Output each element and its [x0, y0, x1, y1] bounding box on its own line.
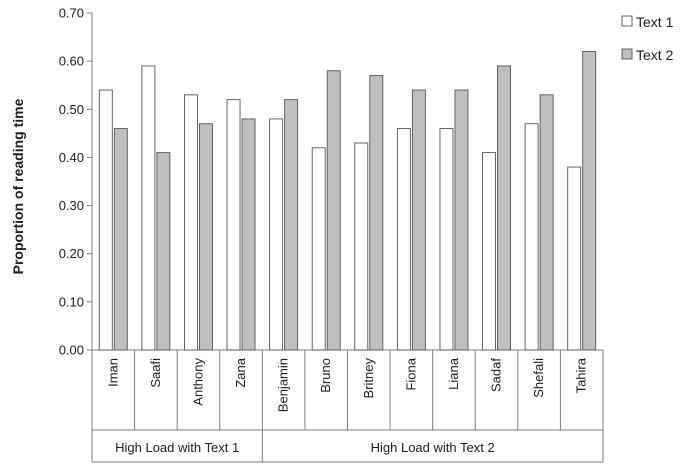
bar-text-2-fiona	[412, 90, 425, 350]
bar-text-2-anthony	[199, 124, 212, 350]
bar-text-2-shefali	[540, 95, 553, 350]
legend-label: Text 1	[636, 14, 674, 30]
bar-text-2-iman	[114, 129, 127, 350]
category-label: Saafi	[148, 358, 163, 388]
group-label: High Load with Text 1	[115, 440, 239, 455]
y-tick-label: 0.20	[59, 246, 84, 261]
category-label: Sadaf	[489, 358, 504, 392]
bar-text-1-fiona	[397, 129, 410, 350]
bar-text-2-bruno	[327, 71, 340, 350]
legend-swatch-text-1	[622, 16, 632, 26]
bar-text-1-sadaf	[483, 153, 496, 350]
bar-text-1-liana	[440, 129, 453, 350]
category-label: Tahira	[574, 357, 589, 393]
bars	[99, 52, 595, 350]
legend-swatch-text-2	[622, 49, 632, 59]
bar-text-2-zana	[242, 119, 255, 350]
group-label: High Load with Text 2	[371, 440, 495, 455]
bar-text-1-saafi	[142, 66, 155, 350]
bar-text-1-anthony	[184, 95, 197, 350]
category-label: Shefali	[531, 358, 546, 398]
y-tick-label: 0.40	[59, 150, 84, 165]
bar-text-1-iman	[99, 90, 112, 350]
bar-text-1-britney	[355, 143, 368, 350]
category-label: Iman	[105, 358, 120, 387]
bar-text-2-sadaf	[498, 66, 511, 350]
category-label: Fiona	[403, 357, 418, 390]
category-label: Bruno	[318, 358, 333, 393]
y-tick-label: 0.00	[59, 343, 84, 358]
y-tick-label: 0.10	[59, 294, 84, 309]
legend-label: Text 2	[636, 47, 674, 63]
bar-text-1-bruno	[312, 148, 325, 350]
category-label: Benjamin	[276, 358, 291, 412]
bar-text-2-liana	[455, 90, 468, 350]
y-tick-label: 0.70	[59, 6, 84, 21]
bar-text-1-zana	[227, 100, 240, 350]
bar-text-2-benjamin	[285, 100, 298, 350]
legend: Text 1 Text 2	[622, 14, 674, 63]
bar-text-2-saafi	[157, 153, 170, 350]
y-tick-label: 0.50	[59, 102, 84, 117]
bar-text-1-tahira	[568, 167, 581, 350]
category-label: Liana	[446, 357, 461, 390]
y-tick-label: 0.30	[59, 198, 84, 213]
bar-text-2-tahira	[583, 52, 596, 350]
category-label: Anthony	[190, 358, 205, 406]
bar-text-1-shefali	[525, 124, 538, 350]
category-label: Britney	[361, 358, 376, 399]
bar-text-2-britney	[370, 76, 383, 350]
bar-text-1-benjamin	[270, 119, 283, 350]
category-label: Zana	[233, 357, 248, 387]
y-axis-label: Proportion of reading time	[10, 98, 26, 274]
y-tick-label: 0.60	[59, 54, 84, 69]
